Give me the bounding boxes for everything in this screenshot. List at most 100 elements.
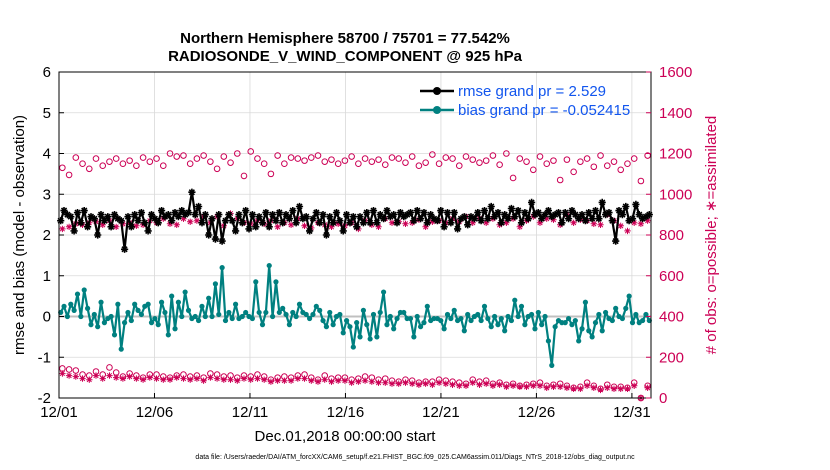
assimilated_low-marker-73 [550, 383, 557, 390]
bias-point-96 [380, 289, 387, 295]
bias-point-102 [401, 309, 407, 316]
possible_low-marker-7 [106, 364, 113, 371]
possible-marker-71 [536, 153, 544, 160]
bias-point-132 [502, 328, 508, 334]
bias-point-157 [586, 328, 592, 334]
assimilated_low-marker-38 [314, 378, 322, 385]
rmse-point-159 [591, 207, 600, 215]
bias-point-98 [387, 313, 393, 320]
rmse-point-171 [632, 200, 640, 208]
rmse-point-22 [131, 211, 139, 219]
possible-marker-80 [597, 152, 604, 159]
rmse-point-104 [406, 209, 415, 217]
bias-point-49 [222, 317, 229, 324]
rmse-point-56 [245, 225, 253, 233]
bias-point-5 [74, 291, 81, 297]
bias-point-133 [505, 313, 511, 320]
bias-point-77 [317, 307, 323, 313]
assimilated_low-marker-43 [348, 379, 355, 386]
possible-marker-29 [254, 155, 261, 162]
bias-point-24 [138, 311, 145, 318]
bias-point-152 [569, 322, 575, 328]
rmse-point-111 [430, 215, 438, 223]
bias-point-108 [421, 320, 427, 326]
possible-marker-33 [281, 160, 288, 167]
bias-point-100 [394, 315, 400, 322]
bias-point-67 [283, 311, 289, 318]
rmse-point-73 [302, 213, 310, 221]
rmse-point-98 [386, 213, 394, 221]
possible-marker-21 [200, 152, 207, 159]
bias-point-164 [609, 317, 615, 324]
bias-point-143 [539, 322, 545, 328]
bias-series [58, 262, 652, 368]
rmse-point-174 [642, 213, 650, 221]
assimilated_low-marker-31 [267, 378, 275, 385]
bias-point-169 [626, 293, 632, 299]
rmse-point-167 [618, 211, 626, 219]
assimilated-marker-11 [133, 222, 140, 229]
rmse-point-138 [521, 209, 529, 217]
rmse-point-147 [551, 211, 559, 219]
rmse-point-36 [178, 207, 186, 215]
assimilated_low-marker-70 [530, 382, 537, 389]
bias-point-161 [599, 328, 605, 334]
rmse-point-18 [117, 217, 125, 225]
bias-point-170 [629, 320, 636, 326]
rmse-point-41 [195, 202, 203, 211]
rmse-point-80 [326, 213, 334, 221]
possible-marker-35 [294, 155, 302, 162]
rmse-point-144 [541, 211, 549, 219]
assimilated-marker-19 [187, 218, 194, 225]
assimilated-marker-84 [624, 227, 631, 235]
rmse-point-15 [107, 223, 115, 231]
rmse-point-170 [628, 215, 637, 223]
assimilated_low-marker-45 [361, 377, 369, 384]
rmse-point-126 [480, 207, 489, 215]
bias-point-142 [535, 309, 541, 316]
possible-marker-55 [429, 151, 436, 158]
bias-point-141 [532, 326, 538, 332]
rmse-point-127 [484, 215, 492, 223]
bias-point-57 [249, 315, 256, 322]
bias-point-97 [384, 322, 390, 328]
bias-point-55 [243, 309, 249, 316]
assimilated_low-marker-14 [153, 375, 160, 382]
assimilated_low-marker-55 [429, 381, 436, 388]
bias-point-80 [327, 309, 333, 316]
assimilated_low-marker-5 [92, 372, 100, 379]
assimilated_low-marker-35 [294, 375, 301, 382]
y-tick-label-4: 2 [43, 227, 51, 244]
rmse-point-160 [595, 215, 603, 223]
assimilated_low-marker-25 [227, 376, 234, 383]
y-tick-label-3: 1 [43, 268, 51, 285]
rmse-point-88 [353, 223, 361, 231]
bias-point-30 [158, 299, 165, 305]
assimilated-marker-34 [287, 221, 295, 228]
assimilated-marker-54 [422, 223, 429, 230]
rmse-point-151 [565, 215, 573, 223]
bias-point-155 [579, 326, 585, 332]
possible-marker-82 [610, 158, 618, 165]
bias-point-130 [495, 322, 501, 328]
bias-point-18 [118, 346, 124, 352]
rmse-point-82 [332, 209, 341, 217]
x-axis-ticks: 12/01 12/06 12/11 12/16 12/21 12/26 12/31 [40, 393, 651, 421]
bias-point-36 [179, 313, 185, 320]
rmse-point-131 [497, 219, 505, 227]
possible-marker-0 [59, 164, 66, 172]
bias-point-158 [589, 334, 595, 340]
rmse-point-139 [524, 215, 532, 223]
y-axis-right-label: # of obs: o=possible; ∗=assimilated [703, 116, 720, 355]
possible-marker-76 [570, 168, 577, 176]
bias-point-58 [253, 279, 259, 285]
rmse-point-135 [511, 213, 519, 221]
possible-marker-56 [435, 160, 443, 167]
chart-subtitle: RADIOSONDE_V_WIND_COMPONENT @ 925 hPa [168, 48, 523, 65]
assimilated_low-marker-10 [126, 373, 133, 380]
assimilated_low-marker-57 [442, 380, 449, 387]
bias-point-7 [81, 287, 87, 293]
assimilated_low-marker-13 [146, 374, 153, 381]
rmse-point-77 [316, 219, 324, 227]
assimilated_low-marker-7 [106, 372, 113, 379]
